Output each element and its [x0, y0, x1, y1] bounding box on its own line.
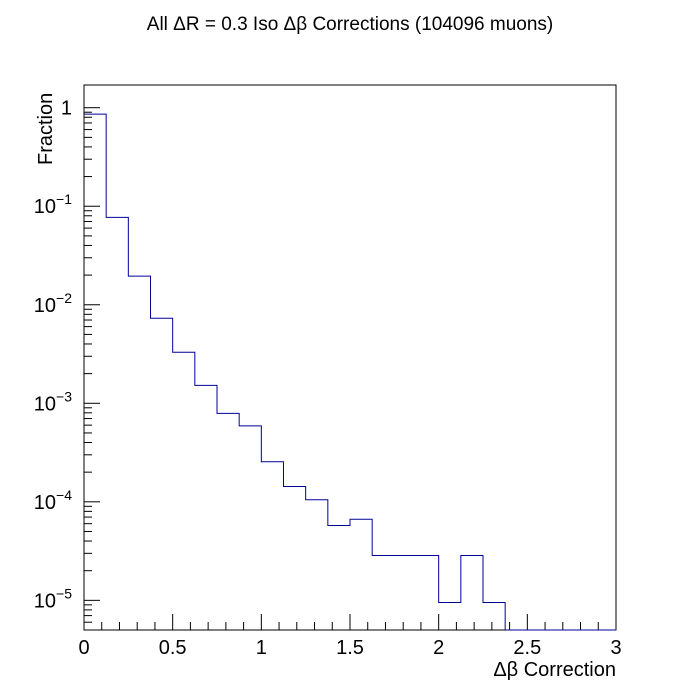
- y-tick-label: 10−3: [34, 388, 72, 415]
- histogram-series-line: [84, 113, 616, 631]
- x-axis-tick-labels: 0 0.5 1 1.5 2 2.5 3: [78, 637, 621, 659]
- y-axis-tick-labels: 1 10−1 10−2 10−3 10−4 10−5: [34, 98, 72, 613]
- x-tick-label: 3: [610, 637, 621, 659]
- x-tick-label: 1: [256, 637, 267, 659]
- y-tick-label: 1: [61, 98, 72, 120]
- chart-title: All ΔR = 0.3 Iso Δβ Corrections (104096 …: [147, 14, 553, 35]
- x-tick-label: 2: [433, 637, 444, 659]
- x-tick-label: 1.5: [336, 637, 364, 659]
- y-tick-label: 10−4: [34, 487, 72, 514]
- y-axis-ticks: [84, 107, 100, 623]
- x-axis-label: Δβ Correction: [493, 659, 616, 681]
- y-tick-label: 10−2: [34, 290, 72, 317]
- y-tick-label: 10−1: [34, 191, 72, 218]
- y-axis-label: Fraction: [35, 93, 57, 165]
- x-tick-label: 0: [78, 637, 89, 659]
- x-axis-ticks: [83, 614, 617, 630]
- x-tick-label: 2.5: [513, 637, 541, 659]
- plot-frame: [83, 84, 617, 631]
- y-tick-label: 10−5: [34, 585, 72, 612]
- x-tick-label: 0.5: [159, 637, 187, 659]
